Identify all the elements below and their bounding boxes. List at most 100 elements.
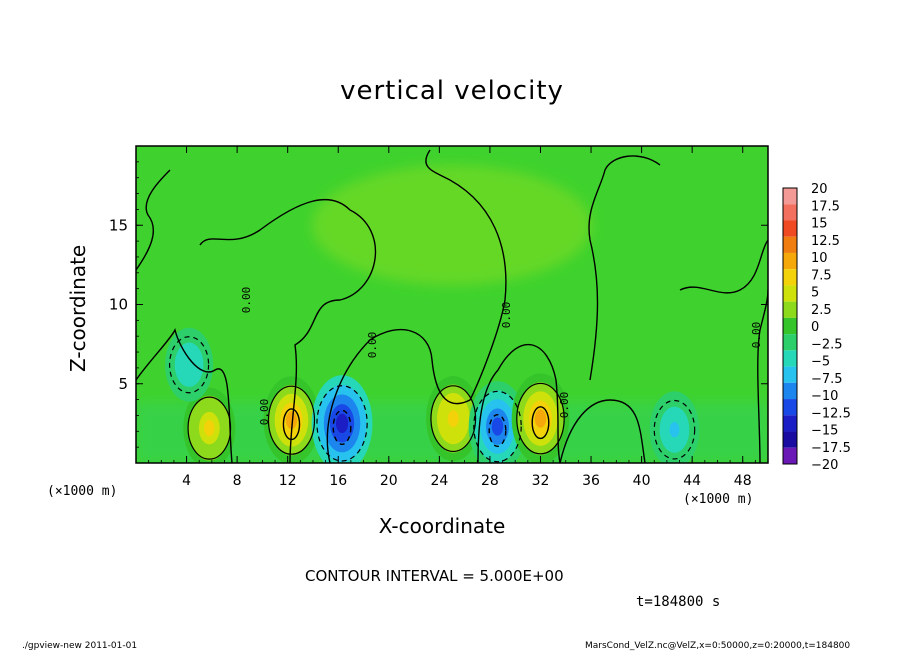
contour-label-4: 0.00 (558, 392, 571, 419)
colorbar-label: −12.5 (811, 406, 851, 421)
feature-band-6-5 (534, 409, 547, 428)
feature-cell-8 (165, 327, 214, 402)
y-tick-label: 10 (109, 296, 128, 314)
feature-band-3-5 (335, 413, 349, 434)
colorbar-label: −5 (811, 355, 830, 370)
x-tick-label: 20 (380, 473, 398, 489)
feature-cell-7 (649, 391, 700, 463)
feature-cell-2 (263, 376, 320, 463)
colorbar-segment (783, 285, 797, 302)
colorbar-segment (783, 188, 797, 205)
y-tick-label: 5 (118, 375, 128, 393)
y-axis-label: Z-coordinate (66, 244, 90, 372)
feature-cell-4 (426, 376, 481, 462)
x-unit-label-right: (×1000 m) (683, 492, 754, 507)
colorbar-label: 17.5 (811, 199, 840, 214)
feature-cell-1 (183, 387, 236, 463)
contour-zero-9 (679, 239, 768, 294)
time-label: t=184800 s (636, 594, 721, 610)
colorbar-segment (783, 415, 797, 432)
colorbar-segment (783, 366, 797, 383)
contour-feature-inner-3 (332, 409, 352, 445)
x-tick-label: 48 (734, 473, 752, 489)
colorbar-segment (783, 301, 797, 318)
colorbar: 20 17.5 15 12.5 10 7.5 5 2.5 0 −2.5 −5 −7.5 −10 −12.5… (782, 182, 851, 473)
contour-feature-8 (168, 336, 210, 394)
x-tick-label: 36 (582, 473, 600, 489)
colorbar-label: −10 (811, 389, 838, 404)
contour-feature-6 (516, 382, 565, 455)
colorbar-label: 2.5 (811, 303, 832, 318)
colorbar-label: −15 (811, 424, 838, 439)
upper-updraft-band (312, 165, 592, 286)
feature-cell-3 (311, 375, 373, 463)
contour-label-6: 0.00 (750, 322, 763, 349)
colorbar-segment (783, 317, 797, 335)
colorbar-label: 0 (811, 320, 819, 335)
colorbar-label: 7.5 (811, 268, 832, 283)
colorbar-segment (783, 334, 797, 351)
colorbar-label: 5 (811, 286, 819, 301)
x-tick-label: 24 (430, 473, 448, 489)
footer-left: ./gpview-new 2011-01-01 (22, 641, 138, 651)
contour-feature-5 (473, 390, 522, 463)
feature-band-1-5 (204, 420, 215, 437)
contour-zero-3 (326, 149, 507, 463)
contour-feature-inner-5 (488, 414, 507, 448)
x-tick-label: 44 (683, 473, 701, 489)
y-axis: 5 10 15 (109, 161, 768, 448)
contour-zero-5 (559, 399, 646, 463)
colorbar-label: 15 (811, 217, 828, 232)
contour-feature-inner-6 (531, 406, 550, 440)
contour-interval-label: CONTOUR INTERVAL = 5.000E+00 (305, 567, 564, 585)
feature-band-2-5 (285, 411, 298, 430)
footer-right: MarsCond_VelZ.nc@VelZ,x=0:50000,z=0:2000… (585, 641, 851, 651)
x-tick-label: 40 (633, 473, 651, 489)
contour-label-2: 0.00 (366, 332, 379, 359)
colorbar-label: 20 (811, 182, 828, 197)
feature-cell-6 (511, 373, 570, 463)
feature-band-4-5 (447, 410, 459, 428)
contour-zero-8 (136, 169, 171, 271)
contour-lines: 0.00 0.00 0.00 0.00 0.00 0.00 (136, 149, 768, 463)
contour-zero-4 (477, 343, 561, 463)
colorbar-segment (783, 236, 797, 253)
heatmap-field (136, 146, 768, 463)
x-unit-label: (×1000 m) (47, 484, 118, 499)
colorbar-segment (783, 399, 797, 416)
colorbar-segment (783, 252, 797, 270)
colorbar-label: −2.5 (811, 337, 843, 352)
feature-cell-5 (468, 381, 527, 463)
colorbar-segment (783, 204, 797, 221)
colorbar-segment (783, 447, 797, 464)
feature-band-5-5 (491, 417, 504, 436)
colorbar-segment (783, 431, 797, 448)
contour-zero-7 (757, 289, 768, 463)
contour-feature-3 (316, 385, 368, 462)
contour-label-1: 0.00 (240, 287, 253, 314)
contour-label-5: 0.00 (258, 399, 271, 426)
colorbar-segment (783, 350, 797, 367)
colorbar-label: −20 (811, 458, 838, 473)
contour-feature-7 (653, 399, 696, 460)
chart-title: vertical velocity (340, 76, 564, 106)
x-tick-label: 8 (233, 473, 242, 489)
x-tick-label: 16 (329, 473, 347, 489)
contour-feature-2 (267, 385, 316, 455)
colorbar-label: −7.5 (811, 372, 843, 387)
colorbar-segment (783, 220, 797, 237)
contour-zero-2 (199, 198, 377, 463)
x-tick-label: 12 (279, 473, 297, 489)
colorbar-segment (783, 269, 797, 286)
colorbar-frame (782, 187, 798, 465)
colorbar-label: 12.5 (811, 234, 840, 249)
x-tick-label: 28 (481, 473, 499, 489)
y-tick-label: 15 (109, 216, 128, 234)
colorbar-label: 10 (811, 251, 828, 266)
x-axis-label: X-coordinate (378, 514, 506, 538)
contour-label-3: 0.00 (500, 302, 513, 329)
contour-zero-1 (136, 327, 233, 463)
x-axis: 4 8 12 16 20 24 28 32 36 40 44 48 (148, 146, 756, 489)
contour-feature-inner-2 (282, 408, 301, 441)
